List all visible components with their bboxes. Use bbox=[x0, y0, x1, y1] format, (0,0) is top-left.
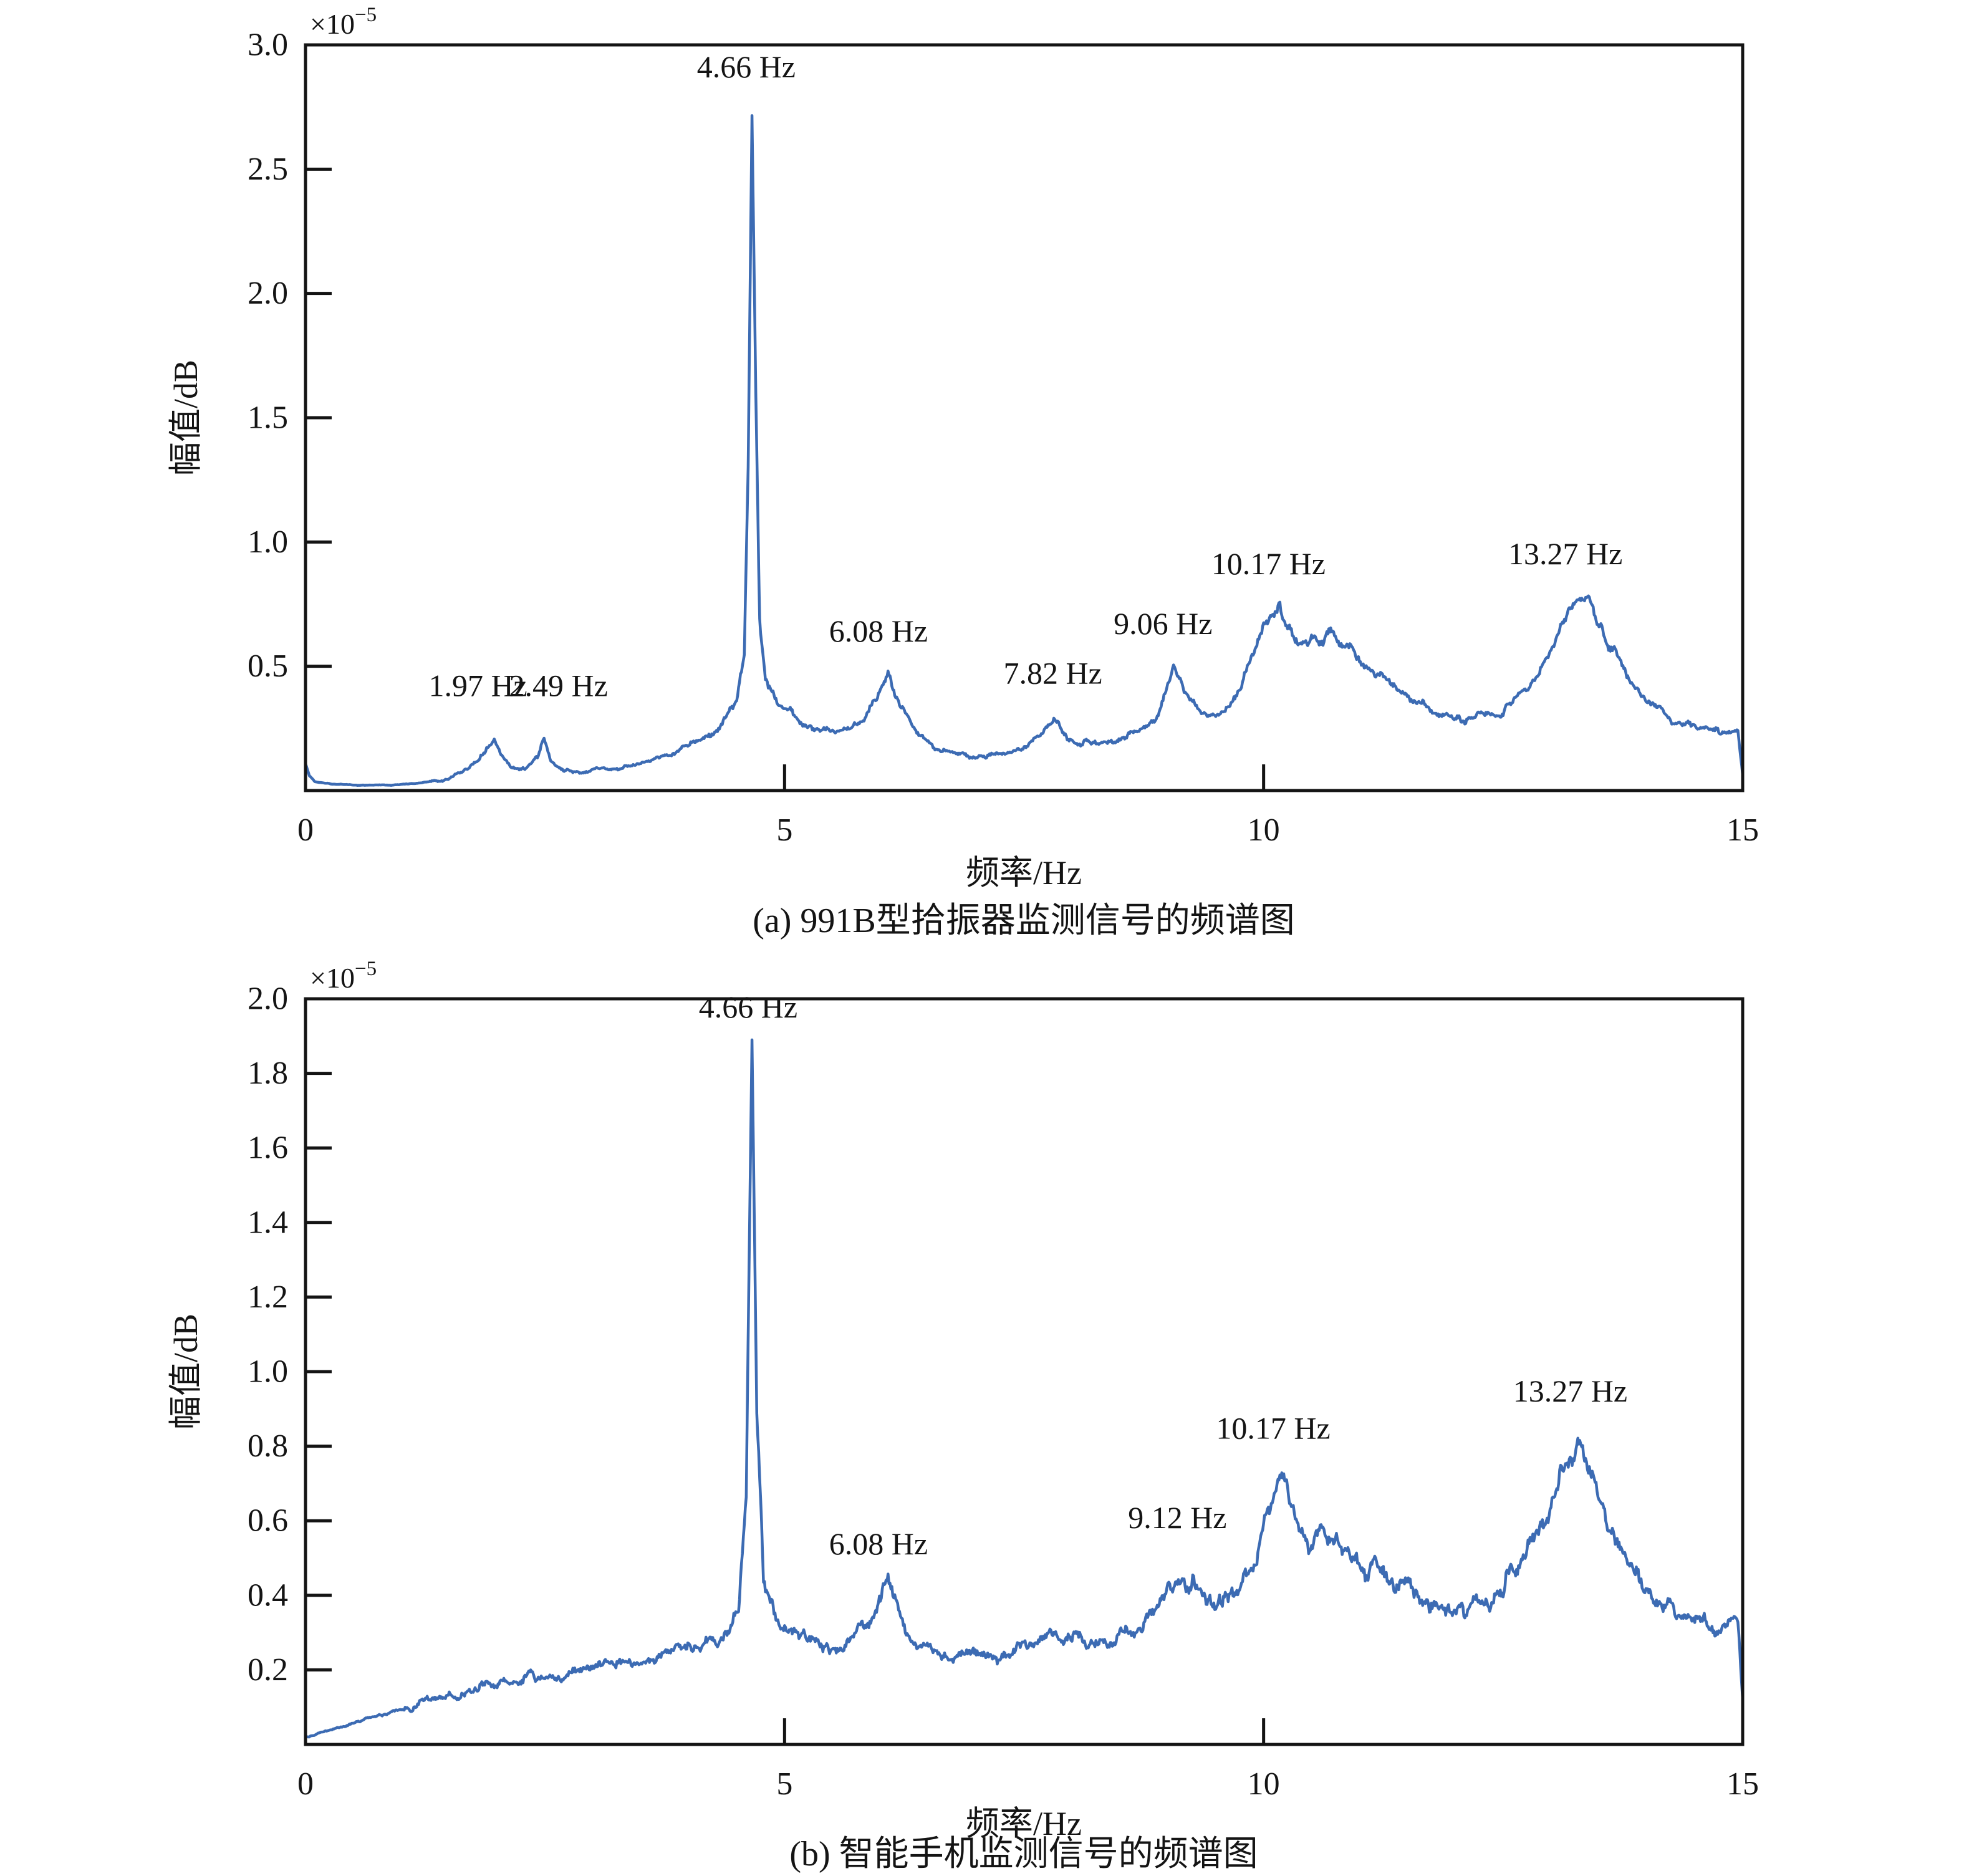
chart-b-y-tick-label: 1.4 bbox=[248, 1205, 288, 1240]
chart-b-yaxis-label: 幅值/dB bbox=[167, 1314, 205, 1430]
chart-a-peak-labels-group: 1.97 Hz2.49 Hz 4.66 Hz 6.08 Hz 7.82 Hz 9.06 … bbox=[428, 49, 1622, 703]
chart-b-spectrum-curve bbox=[306, 1038, 1743, 1739]
chart-a-x-tick-label: 0 bbox=[297, 812, 314, 848]
chart-a-ticks-group bbox=[304, 43, 1745, 791]
chart-b-peak-labels-group: 4.66 Hz 6.08 Hz 9.12 Hz 10.17 Hz 13.27 Hz bbox=[699, 989, 1627, 1561]
chart-b-y-tick-label: 2.0 bbox=[248, 981, 288, 1017]
chart-a-y-tick-label: 3.0 bbox=[248, 27, 288, 63]
chart-a-y-tick-label: 2.5 bbox=[248, 152, 288, 187]
chart-a-x-tick-label: 5 bbox=[776, 812, 792, 848]
chart-a-x-tick-label: 15 bbox=[1726, 812, 1759, 848]
chart-b-y-tick-label: 0.2 bbox=[248, 1652, 288, 1688]
chart-a-peak-label: 6.08 Hz bbox=[829, 613, 928, 648]
chart-b-y-tick-label: 1.2 bbox=[248, 1279, 288, 1315]
chart-b-y-tick-label: 1.8 bbox=[248, 1056, 288, 1091]
chart-b-x-tick-label: 5 bbox=[776, 1766, 792, 1802]
chart-b: 0 5 10 15 0.2 0.4 0.6 0.8 1.0 1.2 1.4 1.6 1.8 2.0 4.6… bbox=[167, 958, 1759, 1874]
chart-b-y-tick-label: 0.6 bbox=[248, 1503, 288, 1539]
chart-b-peak-label: 4.66 Hz bbox=[699, 989, 797, 1024]
chart-b-y-tick-label: 0.4 bbox=[248, 1577, 288, 1613]
chart-a-y-tick-label: 2.0 bbox=[248, 276, 288, 311]
chart-a-xaxis-label: 频率/Hz bbox=[966, 854, 1082, 892]
chart-a-y-tick-label: 1.5 bbox=[248, 400, 288, 436]
chart-a-tick-labels-group: 0 5 10 15 0.5 1.0 1.5 2.0 2.5 3.0 bbox=[248, 27, 1759, 849]
chart-a-scale-base: ×10 bbox=[310, 8, 355, 40]
chart-b-peak-label: 10.17 Hz bbox=[1216, 1411, 1330, 1446]
chart-a-peak-label: 7.82 Hz bbox=[1003, 656, 1102, 691]
chart-b-x-tick-label: 0 bbox=[297, 1766, 314, 1802]
chart-b-peak-label: 9.12 Hz bbox=[1128, 1500, 1226, 1535]
chart-b-y-tick-label: 1.6 bbox=[248, 1130, 288, 1166]
chart-b-xaxis-label: 频率/Hz bbox=[966, 1805, 1082, 1842]
chart-a-y-tick-label: 1.0 bbox=[248, 524, 288, 560]
chart-b-frame-group bbox=[304, 997, 1745, 1746]
chart-b-tick-labels-group: 0 5 10 15 0.2 0.4 0.6 0.8 1.0 1.2 1.4 1.6 1.8 2.0 bbox=[248, 981, 1759, 1802]
chart-a-peak-label: 2.49 Hz bbox=[509, 668, 608, 703]
chart-b-x-tick-label: 15 bbox=[1726, 1766, 1759, 1802]
chart-a: 0 5 10 15 0.5 1.0 1.5 2.0 2.5 3.0 1.97 Hz2.49 Hz 4… bbox=[167, 4, 1759, 940]
chart-a-peak-label: 13.27 Hz bbox=[1508, 536, 1622, 571]
chart-a-curve-group bbox=[306, 114, 1743, 787]
chart-a-yaxis-label: 幅值/dB bbox=[167, 360, 205, 476]
chart-a-spectrum-curve bbox=[306, 114, 1743, 787]
chart-b-x-tick-label: 10 bbox=[1248, 1766, 1280, 1802]
chart-a-peak-label: 1.97 Hz bbox=[428, 668, 527, 703]
chart-b-scale-label: ×10−5 bbox=[310, 958, 377, 994]
chart-b-scale-exponent: −5 bbox=[355, 958, 377, 980]
chart-b-scale-base: ×10 bbox=[310, 962, 355, 994]
chart-a-x-tick-label: 10 bbox=[1248, 812, 1280, 848]
chart-b-ticks-group bbox=[304, 997, 1745, 1744]
chart-a-y-tick-label: 0.5 bbox=[248, 648, 288, 684]
chart-a-peak-label: 10.17 Hz bbox=[1211, 546, 1326, 581]
chart-a-caption: (a) 991B型拾振器监测信号的频谱图 bbox=[753, 902, 1295, 940]
chart-b-caption: (b) 智能手机监测信号的频谱图 bbox=[789, 1835, 1258, 1873]
chart-b-curve-group bbox=[306, 1038, 1743, 1739]
chart-b-y-tick-label: 0.8 bbox=[248, 1428, 288, 1464]
chart-b-y-tick-label: 1.0 bbox=[248, 1354, 288, 1390]
chart-b-peak-label: 13.27 Hz bbox=[1513, 1373, 1627, 1408]
chart-b-frame bbox=[304, 997, 1745, 1746]
chart-a-scale-exponent: −5 bbox=[355, 4, 377, 26]
chart-a-scale-label: ×10−5 bbox=[310, 4, 377, 40]
chart-a-peak-label: 4.66 Hz bbox=[697, 49, 796, 84]
chart-a-peak-label: 9.06 Hz bbox=[1114, 606, 1212, 641]
chart-b-peak-label: 6.08 Hz bbox=[829, 1526, 928, 1561]
